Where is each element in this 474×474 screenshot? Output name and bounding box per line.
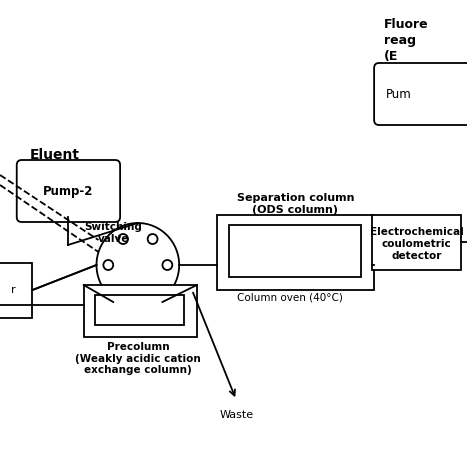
Bar (0, 263, 33, 318)
Text: Column oven (40°C): Column oven (40°C) (237, 292, 343, 302)
Bar (84, 285, 197, 337)
Text: reag: reag (384, 34, 416, 47)
Text: Pum: Pum (386, 88, 412, 100)
Bar (372, 215, 461, 270)
Circle shape (148, 286, 157, 296)
Text: Fluore: Fluore (384, 18, 428, 31)
Circle shape (118, 234, 128, 244)
Text: Precolumn
(Weakly acidic cation
exchange column): Precolumn (Weakly acidic cation exchange… (75, 342, 201, 375)
Circle shape (103, 260, 113, 270)
Text: Eluent: Eluent (29, 148, 80, 162)
Text: Switching
valve: Switching valve (84, 222, 142, 244)
Bar (229, 225, 361, 277)
Text: r: r (11, 285, 16, 295)
Circle shape (163, 260, 172, 270)
Circle shape (118, 286, 128, 296)
Circle shape (148, 234, 157, 244)
Circle shape (97, 223, 179, 307)
Text: Waste: Waste (219, 410, 253, 420)
Text: Electrochemical
coulometric
detector: Electrochemical coulometric detector (370, 228, 463, 261)
Bar (217, 215, 374, 290)
FancyBboxPatch shape (374, 63, 474, 125)
Text: (E: (E (384, 50, 398, 63)
Bar (95, 295, 184, 325)
FancyBboxPatch shape (17, 160, 120, 222)
Text: Pump-2: Pump-2 (43, 184, 93, 198)
Text: Separation column
(ODS column): Separation column (ODS column) (237, 193, 354, 215)
